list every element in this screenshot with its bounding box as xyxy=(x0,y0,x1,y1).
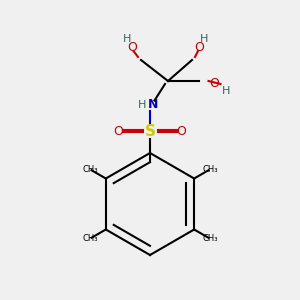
Text: H: H xyxy=(200,34,208,44)
Text: N: N xyxy=(148,98,158,112)
Text: H: H xyxy=(123,34,132,44)
Text: CH₃: CH₃ xyxy=(202,234,218,243)
Text: O: O xyxy=(177,125,186,139)
Text: O: O xyxy=(195,41,204,55)
Text: H: H xyxy=(222,86,231,97)
Text: H: H xyxy=(137,100,146,110)
Text: O: O xyxy=(114,125,123,139)
Text: O: O xyxy=(210,77,219,91)
Text: CH₃: CH₃ xyxy=(82,165,98,174)
Text: S: S xyxy=(145,124,155,140)
Text: CH₃: CH₃ xyxy=(82,234,98,243)
Text: O: O xyxy=(127,41,137,55)
Text: CH₃: CH₃ xyxy=(202,165,218,174)
